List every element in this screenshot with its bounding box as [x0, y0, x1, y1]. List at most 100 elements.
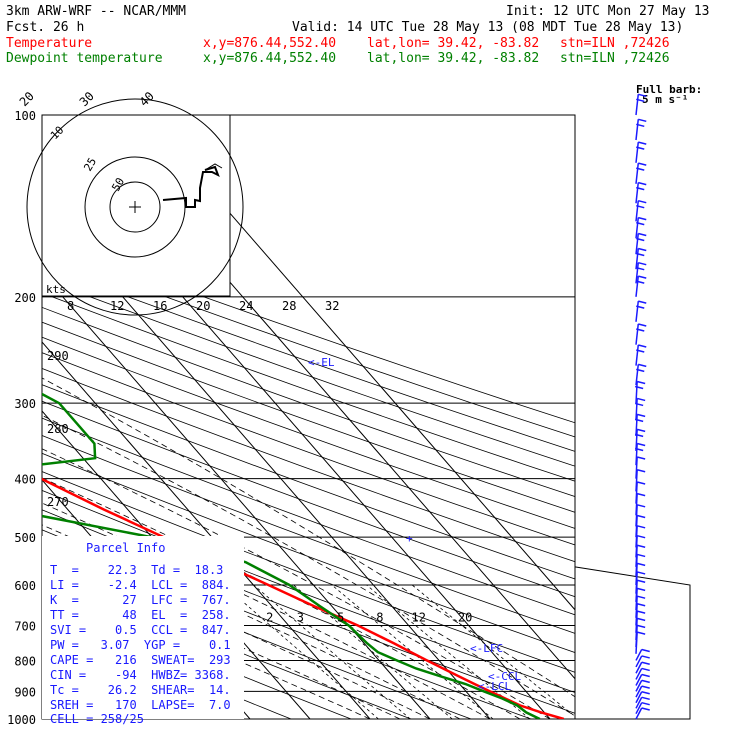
wind-barb-flag	[638, 181, 647, 186]
wind-barb-staff	[635, 344, 640, 366]
axis-labels: 1002003004005006007008009001000-80-70-60…	[7, 89, 521, 727]
wind-barb	[634, 413, 646, 437]
wind-barb-staff	[635, 94, 640, 116]
isotherm-label: 40	[137, 89, 157, 109]
pressure-tick-label: 400	[14, 473, 36, 487]
wind-barb-flag	[638, 216, 647, 221]
dry-adiabat	[42, 306, 575, 497]
wind-barb-flag	[636, 413, 646, 418]
wind-barb-staff	[635, 323, 640, 345]
wind-barb	[635, 300, 647, 322]
wind-barb-flag	[636, 397, 646, 402]
mixing-ratio-line	[223, 584, 379, 719]
wind-barb-flag	[636, 534, 646, 539]
wind-barb-flag	[636, 553, 646, 558]
dry-adiabat	[42, 384, 575, 580]
wind-barb	[635, 344, 647, 366]
dewpoint-line	[42, 392, 541, 719]
wind-barb-flag	[638, 275, 647, 279]
pressure-tick-label: 100	[14, 109, 36, 123]
dry-adiabat	[42, 571, 412, 719]
parcel-row: TT = 48 EL = 258.	[50, 608, 231, 622]
wind-barb	[635, 216, 647, 239]
wind-barb-flag	[638, 232, 647, 237]
dewpoint-xy: x,y=876.44,552.40	[203, 51, 336, 66]
wind-barb-staff	[635, 119, 640, 141]
mixing-ratio-line	[411, 584, 575, 717]
barb-unit-label: 5 m s⁻¹	[642, 93, 688, 106]
dry-adiabat	[42, 278, 575, 467]
wind-barb-staff	[635, 301, 640, 322]
dry-adiabat	[42, 237, 575, 424]
wind-barb	[635, 118, 647, 141]
hodograph-speed-label: 8	[67, 299, 74, 313]
wind-barb	[635, 162, 647, 184]
wind-barb-staff	[635, 262, 640, 284]
wind-barb-flag	[638, 247, 647, 252]
dry-adiabat	[42, 417, 575, 616]
wind-barb-flag	[634, 447, 644, 452]
wind-barb-flag	[636, 266, 645, 271]
wind-barb-staff	[635, 661, 643, 674]
wind-barb-flag	[636, 305, 645, 309]
parcel-marker: +	[406, 532, 413, 545]
wind-barb-flag	[641, 648, 650, 653]
wind-barb	[635, 691, 650, 704]
pressure-tick-label: 800	[14, 654, 36, 668]
dry-adiabat	[42, 321, 575, 513]
wind-barb-flag	[638, 118, 647, 123]
parcel-row: K = 27 LFC = 767.	[50, 593, 231, 607]
wind-barb-flag	[636, 252, 645, 257]
theta-label: 290	[47, 349, 69, 363]
wind-barb-staff	[635, 702, 643, 715]
wind-barb-flag	[638, 363, 647, 368]
hodograph-trace-upper	[204, 163, 223, 171]
wind-barb-staff	[635, 668, 643, 680]
wind-barb	[635, 673, 650, 686]
temperature-xy: x,y=876.44,552.40	[203, 36, 336, 51]
wind-barb-flag	[636, 146, 645, 150]
dry-adiabat	[42, 452, 575, 653]
isotherm	[0, 115, 10, 719]
pressure-tick-label: 300	[14, 397, 36, 411]
wind-barb-flag	[636, 525, 646, 529]
parcel-row: CAPE = 216 SWEAT= 293	[50, 653, 231, 667]
wind-barb-staff	[635, 182, 640, 204]
wind-barb-staff	[635, 381, 638, 404]
wind-barb-flag	[636, 610, 646, 614]
wind-barb	[635, 363, 647, 386]
wind-barb	[635, 199, 647, 222]
full-barb-label: Full barb:	[636, 83, 702, 96]
wind-barb-flag	[636, 514, 646, 519]
isotherm	[42, 341, 371, 719]
pressure-tick-label: 1000	[7, 713, 36, 727]
wind-barb-flag	[636, 544, 646, 548]
wind-barb	[635, 707, 650, 720]
level-annotation: <-EL	[308, 356, 335, 369]
wind-barb-flag	[636, 504, 646, 508]
mixing-ratio-label: 20	[458, 610, 472, 624]
mixing-ratio-label: 5	[337, 610, 344, 624]
parcel-row: LI = -2.4 LCL = 884.	[50, 578, 231, 592]
theta-label: 270	[47, 495, 69, 509]
hodograph-speed-label: 32	[325, 299, 339, 313]
frame-extension	[574, 566, 691, 720]
wind-barb-flag	[636, 587, 646, 592]
level-annotation: <-LFC	[470, 642, 503, 655]
wind-barb-flag	[636, 603, 646, 607]
wind-barb-staff	[635, 163, 640, 184]
pressure-tick-label: 700	[14, 619, 36, 633]
wind-barb-flag	[636, 328, 645, 332]
wind-barb-staff	[635, 685, 643, 698]
dry-adiabat	[42, 250, 575, 438]
wind-barb-flag	[636, 631, 646, 635]
temperature-latlon: lat,lon= 39.42, -83.82	[367, 36, 539, 51]
parcel-row: T = 22.3 Td = 18.3	[50, 563, 223, 577]
wind-barb-staff	[635, 649, 643, 661]
wind-barb-flag	[636, 380, 646, 385]
wind-barb-flag	[636, 98, 645, 103]
hodograph-ring	[26, 98, 244, 316]
parcel-row: SREH = 170 LAPSE= 7.0	[50, 698, 231, 712]
mixing-ratio-label: 3	[297, 610, 304, 624]
wind-barb-flag	[634, 433, 644, 438]
